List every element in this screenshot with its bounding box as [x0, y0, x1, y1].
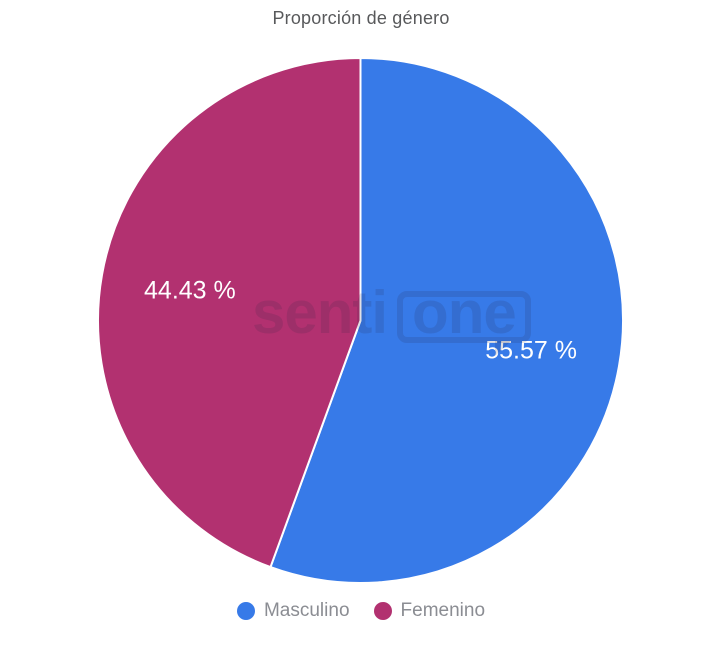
legend-item-femenino[interactable]: Femenino	[373, 600, 486, 622]
legend-label-masculino: Masculino	[263, 600, 350, 621]
legend-marker-masculino	[236, 602, 255, 620]
legend-label-femenino: Femenino	[400, 600, 486, 621]
pie-slice-masculino[interactable]	[269, 57, 624, 584]
legend-marker-femenino	[373, 602, 392, 620]
slice-label-masculino: 55.57 %	[485, 337, 577, 365]
chart-title: Proporción de género	[272, 8, 450, 28]
legend: Masculino Femenino	[0, 600, 722, 622]
legend-item-masculino[interactable]: Masculino	[236, 600, 350, 622]
slice-label-femenino: 44.43 %	[144, 276, 236, 304]
pie-slice-femenino[interactable]	[96, 57, 362, 569]
